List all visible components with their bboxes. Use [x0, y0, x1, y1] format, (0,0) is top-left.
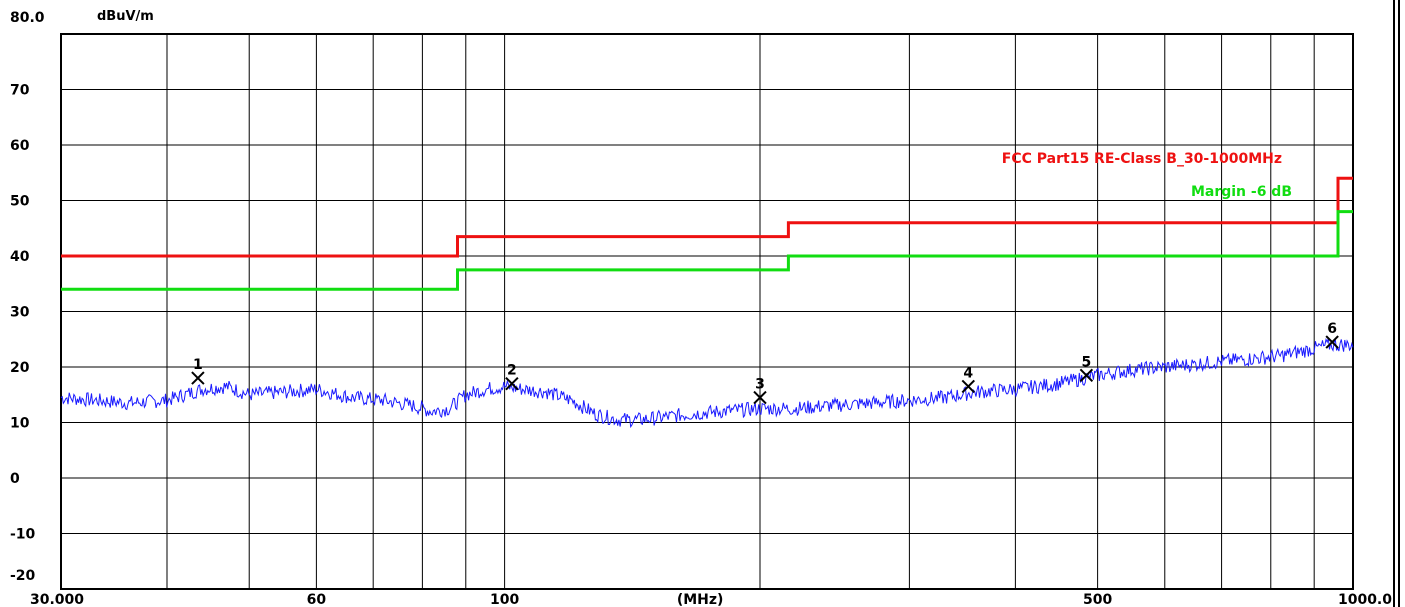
- x-tick-label: 100: [490, 592, 519, 607]
- y-tick-label: 20: [10, 360, 30, 376]
- marker-x-stroke: [505, 376, 519, 391]
- x-tick-label: 1000.0: [1338, 592, 1392, 607]
- grid-lines: [60, 33, 1354, 590]
- x-tick-label: 30.000: [30, 592, 84, 607]
- y-unit-label: dBuV/m: [97, 9, 154, 24]
- marker-number-label: 2: [507, 363, 517, 379]
- marker-number-label: 6: [1327, 321, 1337, 337]
- x-tick-label: 500: [1083, 592, 1112, 607]
- marker-number-label: 1: [193, 357, 203, 373]
- measurement-trace-line: [60, 337, 1354, 429]
- series-lines: [60, 176, 1354, 429]
- marker: 6: [1325, 321, 1339, 349]
- marker-x-stroke: [961, 379, 975, 394]
- marker: 4: [961, 365, 975, 394]
- x-tick-labels: 30.000 60 100 500 1000.0: [30, 592, 1392, 607]
- marker: 2: [505, 363, 519, 391]
- marker-x-stroke: [753, 390, 767, 405]
- legend-limit-label: FCC Part15 RE-Class B_30-1000MHz: [1002, 151, 1282, 167]
- marker: 5: [1079, 354, 1094, 383]
- y-tick-label: 50: [10, 194, 30, 210]
- marker-number-label: 4: [963, 365, 973, 381]
- margin-line: [61, 210, 1353, 291]
- marker-x-stroke: [191, 371, 205, 385]
- marker-number-label: 5: [1082, 354, 1092, 370]
- x-tick-label: 60: [307, 592, 327, 607]
- y-tick-label: 10: [10, 416, 30, 432]
- y-tick-labels: 80.0 70 60 50 40 30 20 10 0 -10 -20: [10, 10, 45, 584]
- marker-number-label: 3: [755, 377, 765, 393]
- y-tick-label: 30: [10, 305, 30, 321]
- y-tick-label: -10: [10, 527, 36, 543]
- y-tick-label: -20: [10, 568, 36, 584]
- y-tick-label: 80.0: [10, 10, 45, 26]
- y-tick-label: 70: [10, 83, 30, 99]
- y-tick-label: 40: [10, 249, 30, 265]
- limit-line: [61, 176, 1353, 258]
- y-tick-label: 60: [10, 138, 30, 154]
- marker: 1: [191, 357, 205, 385]
- marker-x-stroke: [1325, 335, 1339, 349]
- y-tick-label: 0: [10, 471, 20, 487]
- marker-points: 1 2 3 4 5 6: [191, 321, 1339, 405]
- marker: 3: [753, 377, 767, 405]
- marker-x-stroke: [1079, 368, 1094, 383]
- legend-margin-label: Margin -6 dB: [1191, 184, 1292, 200]
- x-unit-label: (MHz): [677, 592, 724, 607]
